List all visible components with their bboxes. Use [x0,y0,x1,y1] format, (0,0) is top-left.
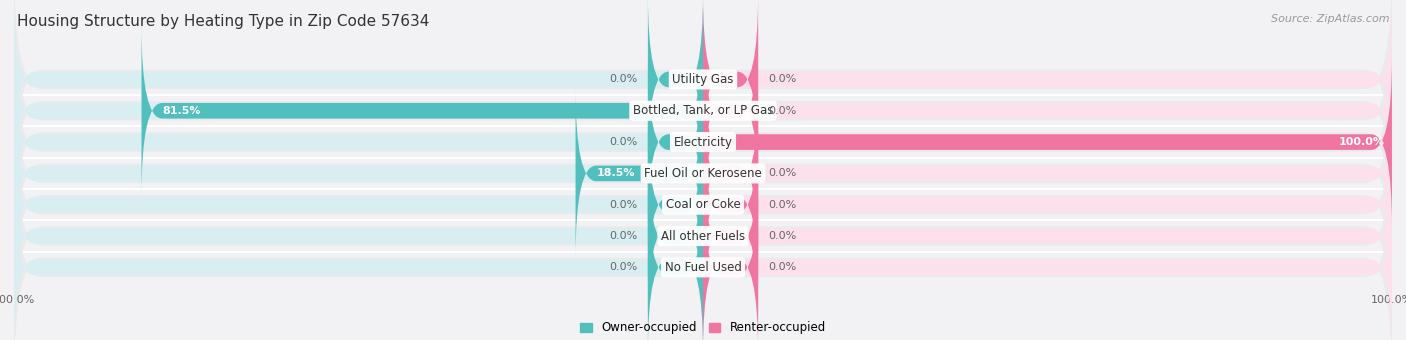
FancyBboxPatch shape [14,87,703,259]
Legend: Owner-occupied, Renter-occupied: Owner-occupied, Renter-occupied [575,317,831,339]
Text: 0.0%: 0.0% [609,137,637,147]
Text: 0.0%: 0.0% [609,231,637,241]
FancyBboxPatch shape [703,56,1392,228]
Text: 81.5%: 81.5% [162,106,201,116]
FancyBboxPatch shape [703,87,758,259]
FancyBboxPatch shape [703,181,1392,340]
Text: Electricity: Electricity [673,136,733,149]
FancyBboxPatch shape [648,56,703,228]
FancyBboxPatch shape [703,150,758,322]
Text: 0.0%: 0.0% [769,168,797,179]
FancyBboxPatch shape [14,58,1392,289]
FancyBboxPatch shape [703,25,1392,197]
Text: 100.0%: 100.0% [1339,137,1385,147]
FancyBboxPatch shape [648,150,703,322]
FancyBboxPatch shape [14,120,1392,340]
Text: 0.0%: 0.0% [769,200,797,210]
FancyBboxPatch shape [703,25,758,197]
Text: 0.0%: 0.0% [769,231,797,241]
Text: Fuel Oil or Kerosene: Fuel Oil or Kerosene [644,167,762,180]
FancyBboxPatch shape [14,0,703,166]
Text: Source: ZipAtlas.com: Source: ZipAtlas.com [1271,14,1389,23]
FancyBboxPatch shape [703,0,758,166]
FancyBboxPatch shape [14,152,1392,340]
FancyBboxPatch shape [703,56,1392,228]
Text: 0.0%: 0.0% [769,262,797,272]
FancyBboxPatch shape [703,150,1392,322]
FancyBboxPatch shape [575,87,703,259]
FancyBboxPatch shape [142,25,703,197]
Text: Utility Gas: Utility Gas [672,73,734,86]
Text: 18.5%: 18.5% [596,168,634,179]
Text: Bottled, Tank, or LP Gas: Bottled, Tank, or LP Gas [633,104,773,117]
Text: All other Fuels: All other Fuels [661,230,745,242]
Text: Coal or Coke: Coal or Coke [665,198,741,211]
Text: No Fuel Used: No Fuel Used [665,261,741,274]
FancyBboxPatch shape [703,181,758,340]
FancyBboxPatch shape [14,25,703,197]
Text: 0.0%: 0.0% [609,200,637,210]
FancyBboxPatch shape [14,0,1392,226]
FancyBboxPatch shape [14,27,1392,258]
FancyBboxPatch shape [14,119,703,291]
FancyBboxPatch shape [703,119,1392,291]
FancyBboxPatch shape [648,119,703,291]
FancyBboxPatch shape [14,0,1392,195]
Text: 0.0%: 0.0% [609,262,637,272]
FancyBboxPatch shape [14,181,703,340]
FancyBboxPatch shape [648,0,703,166]
Text: Housing Structure by Heating Type in Zip Code 57634: Housing Structure by Heating Type in Zip… [17,14,429,29]
FancyBboxPatch shape [14,150,703,322]
Text: 0.0%: 0.0% [769,74,797,84]
Text: 0.0%: 0.0% [769,106,797,116]
FancyBboxPatch shape [14,56,703,228]
FancyBboxPatch shape [14,89,1392,320]
Text: 0.0%: 0.0% [609,74,637,84]
FancyBboxPatch shape [703,87,1392,259]
FancyBboxPatch shape [703,119,758,291]
FancyBboxPatch shape [648,181,703,340]
FancyBboxPatch shape [703,0,1392,166]
